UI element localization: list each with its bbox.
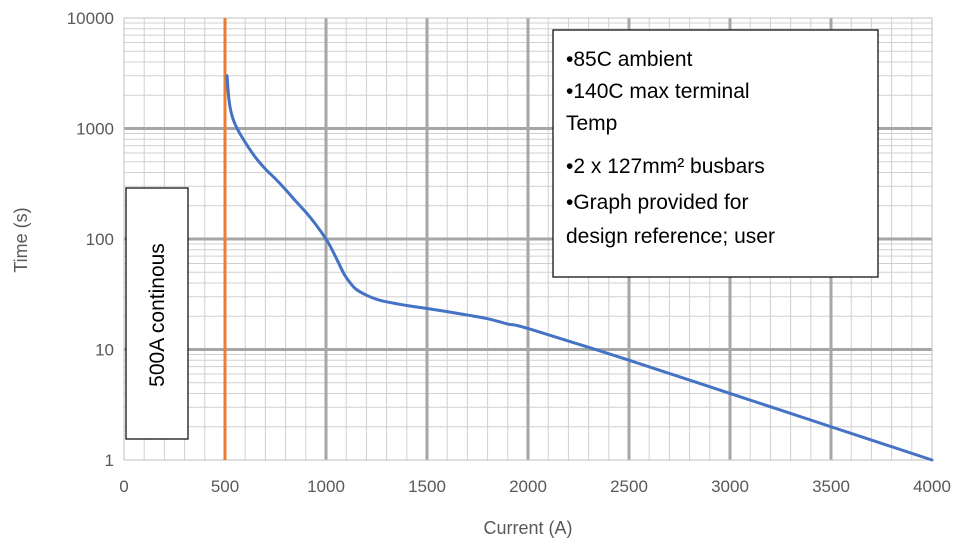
note-line-4: •2 x 127mm² busbars [566,155,765,178]
x-tick-label: 1000 [307,477,345,496]
notes-box [552,29,879,278]
note-line-1: •85C ambient [566,48,693,71]
x-tick-label: 4000 [913,477,951,496]
reference-label: 500A continous [146,243,169,387]
x-tick-label: 2000 [509,477,547,496]
y-tick-label: 10 [95,341,114,360]
y-tick-labels: 1 10 100 1000 10000 [67,9,114,470]
y-tick-label: 10000 [67,9,114,28]
x-tick-label: 1500 [408,477,446,496]
x-tick-label: 0 [119,477,128,496]
note-line-5: •Graph provided for [566,191,748,214]
y-tick-label: 100 [86,230,114,249]
y-tick-label: 1000 [76,120,114,139]
plot-area [123,17,933,461]
x-tick-labels: 0 500 1000 1500 2000 2500 3000 3500 4000 [119,477,951,496]
series-line-time-current [225,74,934,462]
note-line-3: Temp [566,112,617,135]
note-line-6: design reference; user [566,225,775,248]
y-axis-title: Time (s) [11,207,31,272]
x-tick-label: 2500 [610,477,648,496]
note-line-2: •140C max terminal [566,80,750,103]
x-tick-label: 3500 [812,477,850,496]
x-axis-title: Current (A) [483,518,572,538]
x-tick-label: 3000 [711,477,749,496]
x-tick-label: 500 [211,477,239,496]
y-tick-label: 1 [105,451,114,470]
reference-label-box [125,187,189,440]
